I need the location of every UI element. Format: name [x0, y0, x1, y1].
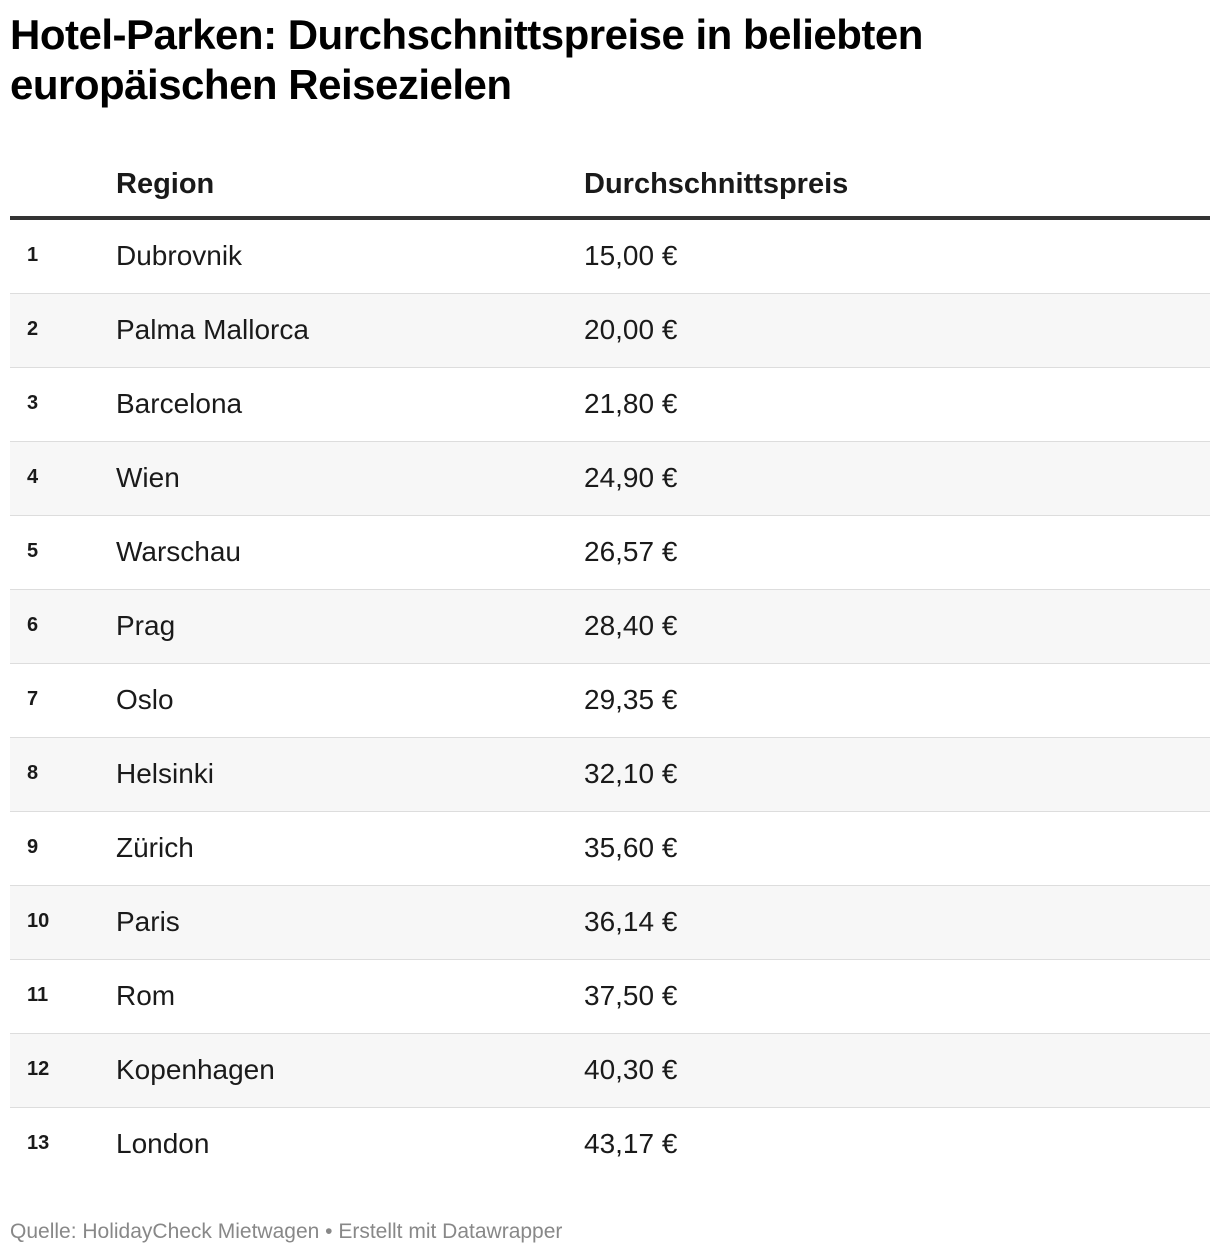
row-price: 26,57 €: [584, 536, 678, 567]
row-price: 24,90 €: [584, 462, 678, 493]
table-row: 1 Dubrovnik 15,00 €: [10, 220, 1210, 294]
row-price: 29,35 €: [584, 684, 678, 715]
table-row: 7 Oslo 29,35 €: [10, 664, 1210, 738]
row-price: 43,17 €: [584, 1128, 678, 1159]
row-price: 35,60 €: [584, 832, 678, 863]
row-rank: 3: [27, 392, 39, 414]
row-price: 20,00 €: [584, 314, 678, 345]
table-row: 2 Palma Mallorca 20,00 €: [10, 294, 1210, 368]
row-region: Oslo: [116, 684, 174, 715]
row-rank: 10: [27, 910, 50, 932]
table-row: 9 Zürich 35,60 €: [10, 812, 1210, 886]
row-region: London: [116, 1128, 210, 1159]
table-header: Region Durchschnittspreis: [10, 150, 1210, 220]
row-price: 28,40 €: [584, 610, 678, 641]
row-rank: 6: [27, 614, 39, 636]
table-row: 12 Kopenhagen 40,30 €: [10, 1034, 1210, 1108]
row-rank: 5: [27, 540, 39, 562]
row-region: Prag: [116, 610, 176, 641]
table-body: 1 Dubrovnik 15,00 € 2 Palma Mallorca 20,00 € 3…: [10, 220, 1210, 1182]
row-rank: 2: [27, 318, 39, 340]
source-footer: Quelle: HolidayCheck Mietwagen • Erstell…: [10, 1220, 563, 1243]
row-region: Warschau: [116, 536, 242, 567]
table-row: 6 Prag 28,40 €: [10, 590, 1210, 664]
table-row: 11 Rom 37,50 €: [10, 960, 1210, 1034]
chart-title: Hotel-Parken: Durchschnittspreise in bel…: [10, 11, 923, 108]
row-region: Helsinki: [116, 758, 215, 789]
table-row: 5 Warschau 26,57 €: [10, 516, 1210, 590]
table-row: 13 London 43,17 €: [10, 1108, 1210, 1182]
row-price: 36,14 €: [584, 906, 678, 937]
row-price: 40,30 €: [584, 1054, 678, 1085]
row-price: 37,50 €: [584, 980, 678, 1011]
row-rank: 9: [27, 836, 39, 858]
row-region: Zürich: [116, 832, 194, 863]
row-price: 21,80 €: [584, 388, 678, 419]
row-rank: 8: [27, 762, 39, 784]
row-region: Rom: [116, 980, 176, 1011]
column-header-price[interactable]: Durchschnittspreis: [584, 168, 849, 200]
row-rank: 7: [27, 688, 39, 710]
row-region: Barcelona: [116, 388, 243, 419]
row-region: Palma Mallorca: [116, 314, 309, 345]
price-table: Region Durchschnittspreis 1 Dubrovnik 15,0…: [10, 150, 1210, 1182]
row-rank: 1: [27, 244, 39, 266]
column-header-region[interactable]: Region: [116, 168, 215, 200]
row-region: Wien: [116, 462, 180, 493]
table-row: 3 Barcelona 21,80 €: [10, 368, 1210, 442]
row-rank: 13: [27, 1132, 50, 1154]
row-rank: 11: [27, 984, 49, 1006]
row-region: Kopenhagen: [116, 1054, 275, 1085]
table-row: 8 Helsinki 32,10 €: [10, 738, 1210, 812]
row-price: 15,00 €: [584, 240, 678, 271]
row-rank: 4: [27, 466, 39, 488]
row-region: Paris: [116, 906, 180, 937]
row-rank: 12: [27, 1058, 50, 1080]
row-region: Dubrovnik: [116, 240, 243, 271]
table-row: 10 Paris 36,14 €: [10, 886, 1210, 960]
table-row: 4 Wien 24,90 €: [10, 442, 1210, 516]
row-price: 32,10 €: [584, 758, 678, 789]
